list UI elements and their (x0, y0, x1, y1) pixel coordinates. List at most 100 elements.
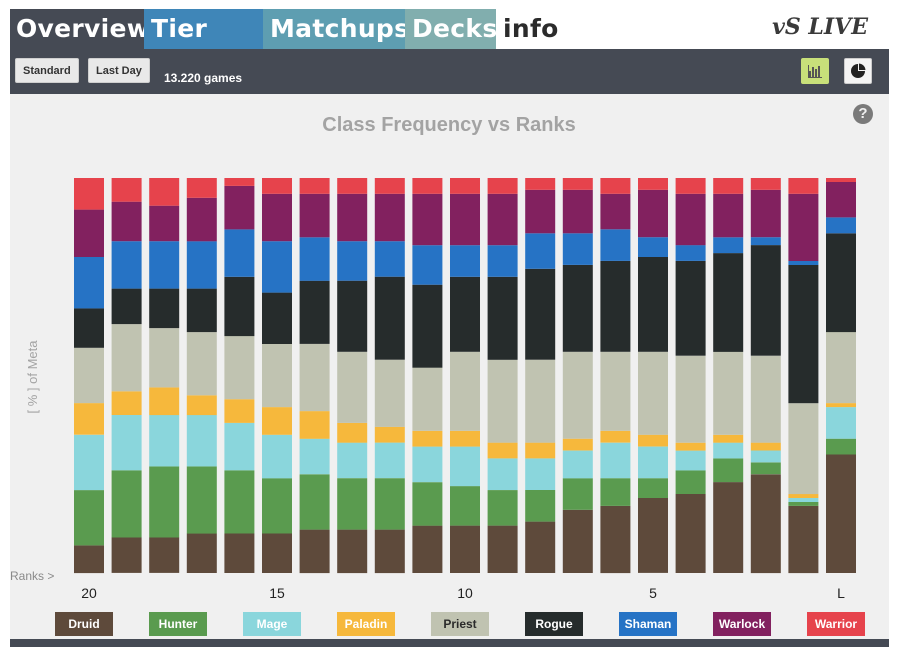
bar-segment-rogue-rank-15[interactable] (262, 292, 292, 344)
bar-segment-mage-rank-6[interactable] (600, 442, 631, 479)
bar-segment-warrior-rank-15[interactable] (262, 178, 292, 194)
bar-segment-mage-rank-7[interactable] (562, 450, 593, 479)
bar-segment-priest-rank-1[interactable] (788, 403, 819, 495)
bar-segment-druid-rank-7[interactable] (562, 509, 593, 573)
bar-segment-paladin-rank-14[interactable] (299, 411, 330, 439)
bar-segment-paladin-rank-15[interactable] (262, 407, 292, 435)
legend-paladin[interactable]: Paladin (337, 612, 395, 636)
bar-segment-warlock-rank-15[interactable] (262, 193, 292, 242)
legend-mage[interactable]: Mage (243, 612, 301, 636)
bar-segment-priest-rank-19[interactable] (111, 324, 142, 392)
last-day-button[interactable]: Last Day (88, 58, 150, 83)
bar-segment-shaman-rank-13[interactable] (337, 241, 368, 281)
bar-segment-rogue-rank-14[interactable] (299, 280, 330, 344)
bar-segment-priest-rank-15[interactable] (262, 343, 292, 408)
bar-segment-shaman-rank-14[interactable] (299, 237, 330, 281)
bar-segment-warrior-rank-16[interactable] (224, 178, 255, 186)
bar-segment-paladin-rank-10[interactable] (450, 430, 480, 447)
bar-segment-rogue-rank-20[interactable] (74, 308, 104, 348)
bar-segment-warrior-rank-11[interactable] (412, 178, 443, 194)
bar-segment-druid-rank-18[interactable] (149, 537, 180, 573)
legend-warrior[interactable]: Warrior (807, 612, 865, 636)
bar-segment-warrior-rank-9[interactable] (487, 178, 518, 194)
bar-segment-druid-rank-2[interactable] (750, 474, 781, 574)
bar-segment-priest-rank-10[interactable] (450, 351, 480, 431)
bar-segment-hunter-rank-16[interactable] (224, 470, 255, 534)
bar-segment-hunter-rank-13[interactable] (337, 478, 368, 530)
bar-segment-warlock-rank-13[interactable] (337, 193, 368, 242)
bar-segment-rogue-rank-13[interactable] (337, 280, 368, 352)
bar-segment-rogue-rank-17[interactable] (186, 288, 217, 333)
bar-segment-hunter-rank-5[interactable] (638, 478, 668, 498)
bar-segment-druid-rank-6[interactable] (600, 505, 631, 574)
bar-segment-warrior-rank-12[interactable] (374, 178, 405, 194)
bar-segment-priest-rank-13[interactable] (337, 351, 368, 423)
bar-segment-hunter-rank-19[interactable] (111, 470, 142, 538)
bar-segment-mage-rank-18[interactable] (149, 415, 180, 467)
bar-segment-warlock-rank-20[interactable] (74, 209, 104, 257)
bar-segment-warlock-rank-10[interactable] (450, 193, 480, 246)
bar-segment-warlock-rank-6[interactable] (600, 193, 631, 230)
legend-shaman[interactable]: Shaman (619, 612, 677, 636)
bar-segment-hunter-rank-l[interactable] (826, 438, 856, 455)
bar-segment-druid-rank-4[interactable] (675, 494, 706, 573)
legend-warlock[interactable]: Warlock (713, 612, 771, 636)
bar-segment-rogue-rank-8[interactable] (525, 268, 556, 360)
vs-live-logo[interactable]: vS LIVE (772, 14, 868, 40)
help-icon[interactable]: ? (853, 104, 873, 124)
bar-segment-paladin-rank-20[interactable] (74, 403, 104, 435)
bar-segment-warrior-rank-7[interactable] (562, 178, 593, 190)
bar-segment-mage-rank-17[interactable] (186, 415, 217, 467)
bar-segment-druid-rank-19[interactable] (111, 537, 142, 573)
bar-segment-warrior-rank-17[interactable] (186, 178, 217, 198)
bar-segment-rogue-rank-10[interactable] (450, 276, 480, 352)
bar-segment-hunter-rank-17[interactable] (186, 466, 217, 534)
bar-segment-paladin-rank-6[interactable] (600, 430, 631, 443)
bar-segment-paladin-rank-l[interactable] (826, 403, 856, 408)
bar-segment-shaman-rank-8[interactable] (525, 233, 556, 269)
bar-segment-mage-rank-8[interactable] (525, 458, 556, 490)
bar-segment-warlock-rank-11[interactable] (412, 193, 443, 246)
bar-segment-rogue-rank-12[interactable] (374, 276, 405, 360)
bar-segment-paladin-rank-3[interactable] (713, 434, 744, 443)
bar-segment-warrior-rank-3[interactable] (713, 178, 744, 194)
bar-segment-paladin-rank-1[interactable] (788, 494, 819, 498)
bar-segment-warlock-rank-5[interactable] (638, 189, 668, 238)
bar-segment-hunter-rank-8[interactable] (525, 490, 556, 522)
bar-segment-rogue-rank-4[interactable] (675, 260, 706, 356)
bar-segment-warrior-rank-20[interactable] (74, 178, 104, 210)
bar-segment-paladin-rank-16[interactable] (224, 399, 255, 423)
tab-decks[interactable]: Decks (405, 9, 497, 49)
bar-segment-druid-rank-10[interactable] (450, 525, 480, 573)
bar-segment-rogue-rank-9[interactable] (487, 276, 518, 360)
bar-segment-warrior-rank-1[interactable] (788, 178, 819, 194)
bar-segment-hunter-rank-12[interactable] (374, 478, 405, 530)
bar-segment-druid-rank-15[interactable] (262, 533, 292, 574)
bar-segment-shaman-rank-5[interactable] (638, 237, 668, 257)
bar-segment-warlock-rank-16[interactable] (224, 185, 255, 230)
bar-segment-paladin-rank-2[interactable] (750, 442, 781, 451)
bar-segment-shaman-rank-16[interactable] (224, 229, 255, 277)
bar-segment-paladin-rank-11[interactable] (412, 430, 443, 447)
bar-segment-druid-rank-5[interactable] (638, 497, 668, 573)
bar-chart-icon[interactable] (801, 58, 829, 84)
bar-segment-shaman-rank-18[interactable] (149, 241, 180, 289)
bar-segment-hunter-rank-15[interactable] (262, 478, 292, 534)
bar-segment-druid-rank-16[interactable] (224, 533, 255, 574)
bar-segment-warlock-rank-14[interactable] (299, 193, 330, 238)
bar-segment-hunter-rank-11[interactable] (412, 482, 443, 526)
bar-segment-priest-rank-6[interactable] (600, 351, 631, 431)
bar-segment-shaman-rank-11[interactable] (412, 245, 443, 285)
bar-segment-priest-rank-18[interactable] (149, 328, 180, 388)
bar-segment-warlock-rank-19[interactable] (111, 201, 142, 242)
bar-segment-warrior-rank-18[interactable] (149, 178, 180, 206)
bar-segment-warlock-rank-18[interactable] (149, 205, 180, 242)
bar-segment-warlock-rank-l[interactable] (826, 181, 856, 218)
bar-segment-mage-rank-15[interactable] (262, 434, 292, 479)
bar-segment-priest-rank-14[interactable] (299, 343, 330, 412)
bar-segment-priest-rank-l[interactable] (826, 332, 856, 404)
bar-segment-paladin-rank-4[interactable] (675, 442, 706, 451)
bar-segment-mage-rank-5[interactable] (638, 446, 668, 479)
bar-segment-mage-rank-1[interactable] (788, 498, 819, 502)
bar-segment-druid-rank-1[interactable] (788, 505, 819, 574)
